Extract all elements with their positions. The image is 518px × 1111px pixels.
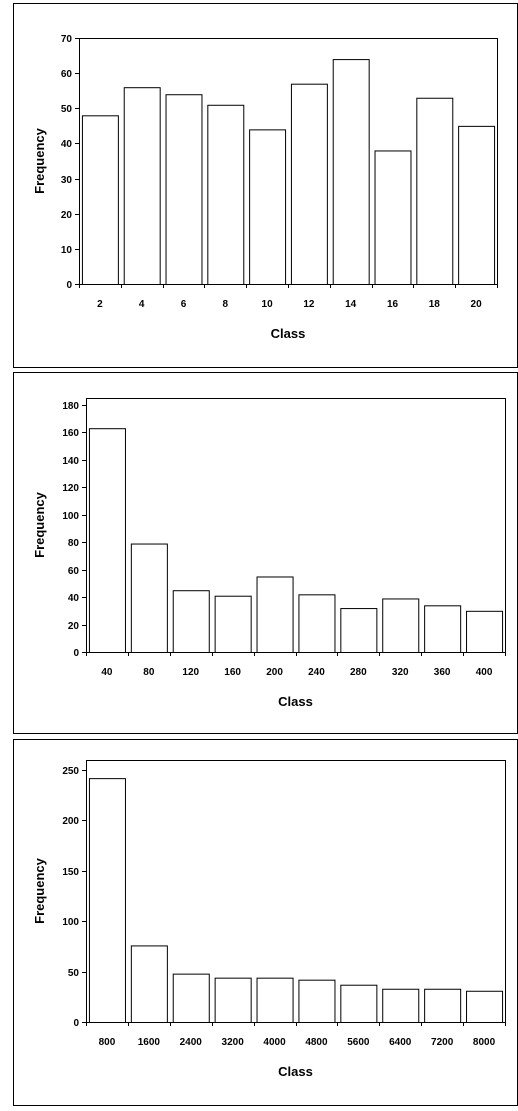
y-tick-label: 150 (62, 867, 79, 878)
bar (256, 576, 294, 654)
x-tick-label: 6400 (389, 1037, 412, 1048)
bar (81, 115, 119, 285)
x-tick-label: 12 (303, 299, 315, 310)
chart-panel-3: 0 50 100 150 200 250 800 1600 2400 3200 4000 4800 56… (13, 739, 518, 1106)
x-axis-label: Class (271, 326, 306, 341)
bar (424, 988, 462, 1023)
y-tick-label: 70 (61, 34, 73, 45)
y-axis-label: Frequency (32, 857, 47, 924)
y-tick-label: 10 (61, 245, 73, 256)
bar (88, 778, 126, 1024)
x-tick-label: 320 (392, 667, 409, 678)
y-tick-label: 200 (62, 816, 79, 827)
x-tick-label: 280 (350, 667, 367, 678)
x-tick-label: 1600 (138, 1037, 161, 1048)
y-tick-label: 20 (61, 210, 73, 221)
y-tick-label: 100 (62, 917, 79, 928)
bar (214, 595, 252, 654)
y-tick-label: 30 (61, 175, 73, 186)
x-tick-label: 80 (143, 667, 155, 678)
bar (172, 590, 210, 653)
bar (340, 984, 378, 1024)
y-tick-label: 80 (68, 538, 80, 549)
bar (214, 977, 252, 1024)
x-tick-label: 8 (223, 299, 229, 310)
x-tick-label: 800 (99, 1037, 116, 1048)
bar (466, 990, 504, 1023)
x-tick-label: 7200 (431, 1037, 454, 1048)
x-tick-label: 160 (224, 667, 241, 678)
y-tick-label: 160 (62, 428, 79, 439)
bar (298, 594, 336, 654)
bar (88, 428, 126, 654)
x-tick-label: 18 (429, 299, 441, 310)
y-tick-label: 50 (61, 104, 73, 115)
x-tick-label: 4800 (305, 1037, 328, 1048)
y-tick-label: 180 (62, 401, 79, 412)
x-tick-label: 240 (308, 667, 325, 678)
y-tick-label: 50 (68, 968, 80, 979)
x-tick-label: 20 (471, 299, 483, 310)
x-tick-label: 40 (101, 667, 113, 678)
bar (332, 59, 370, 286)
bar (416, 97, 454, 285)
y-tick-label: 40 (68, 593, 80, 604)
bar (172, 973, 210, 1024)
bar (123, 87, 161, 285)
bar (290, 83, 328, 285)
x-tick-label: 4 (139, 299, 145, 310)
chart-panel-1: 0 10 20 30 40 50 60 70 2 4 6 8 10 12 14 16 18 20 Class Freq… (13, 3, 518, 368)
x-tick-label: 10 (262, 299, 274, 310)
bar (374, 150, 412, 285)
x-tick-label: 200 (266, 667, 283, 678)
x-tick-label: 2400 (180, 1037, 203, 1048)
y-tick-label: 0 (66, 280, 72, 291)
bar (466, 610, 504, 653)
x-tick-label: 8000 (473, 1037, 496, 1048)
bar (130, 945, 168, 1024)
chart-panel-2: 0 20 40 60 80 100 120 140 160 180 40 80 120 160 200 240… (13, 372, 518, 734)
y-tick-label: 250 (62, 766, 79, 777)
x-tick-label: 6 (181, 299, 187, 310)
y-tick-label: 140 (62, 456, 79, 467)
bar (165, 94, 203, 285)
x-axis-label: Class (278, 694, 313, 709)
x-tick-label: 5600 (347, 1037, 370, 1048)
bar (340, 608, 378, 654)
x-axis-label: Class (278, 1064, 313, 1079)
y-tick-label: 0 (73, 1018, 79, 1029)
bar (207, 104, 245, 286)
bar (298, 979, 336, 1024)
y-tick-label: 20 (68, 621, 80, 632)
x-tick-label: 4000 (263, 1037, 286, 1048)
bar (249, 129, 287, 285)
x-tick-label: 400 (476, 667, 493, 678)
y-tick-label: 100 (62, 511, 79, 522)
bar (256, 977, 294, 1024)
x-tick-label: 2 (97, 299, 103, 310)
bar (130, 543, 168, 654)
y-tick-label: 60 (68, 566, 80, 577)
bar (424, 605, 462, 653)
x-tick-label: 3200 (222, 1037, 245, 1048)
x-tick-label: 16 (387, 299, 399, 310)
y-tick-label: 60 (61, 69, 73, 80)
x-tick-label: 14 (345, 299, 357, 310)
bar (458, 125, 496, 285)
bar (382, 598, 420, 653)
y-axis-label: Frequency (32, 491, 47, 558)
y-tick-label: 120 (62, 483, 79, 494)
x-tick-label: 120 (182, 667, 199, 678)
x-tick-label: 360 (434, 667, 451, 678)
bar (382, 988, 420, 1023)
y-tick-label: 0 (73, 648, 79, 659)
y-axis-label: Frequency (32, 127, 47, 194)
y-tick-label: 40 (61, 139, 73, 150)
